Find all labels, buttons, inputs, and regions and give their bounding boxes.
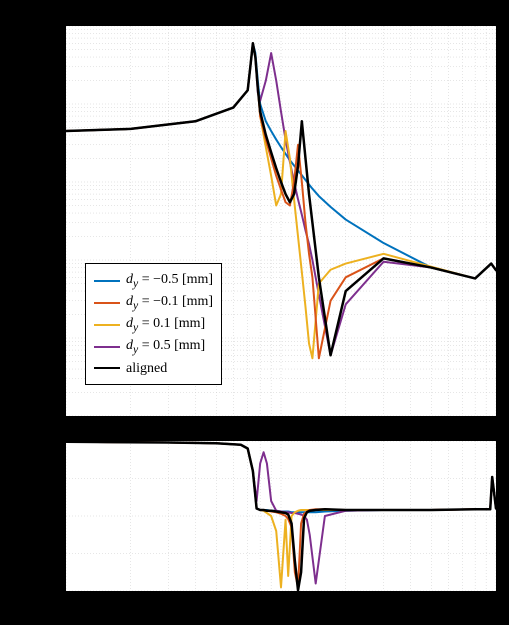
legend-item-m05: dy = −0.5 [mm]: [94, 270, 213, 292]
legend-item-ali: aligned: [94, 359, 213, 379]
legend-swatch: [94, 280, 120, 282]
legend-label: dy = 0.5 [mm]: [126, 336, 205, 358]
phase-plot-svg: [66, 441, 496, 591]
legend-item-m01: dy = −0.1 [mm]: [94, 292, 213, 314]
legend-swatch: [94, 367, 120, 369]
series-m05: [66, 43, 496, 278]
legend-item-p01: dy = 0.1 [mm]: [94, 314, 213, 336]
legend-label: dy = 0.1 [mm]: [126, 314, 205, 336]
legend-item-p05: dy = 0.5 [mm]: [94, 336, 213, 358]
legend-label: aligned: [126, 359, 167, 379]
series-m01: [66, 442, 496, 588]
legend-label: dy = −0.5 [mm]: [126, 270, 213, 292]
legend-swatch: [94, 302, 120, 304]
legend-swatch: [94, 346, 120, 348]
legend-label: dy = −0.1 [mm]: [126, 292, 213, 314]
legend-swatch: [94, 324, 120, 326]
legend: dy = −0.5 [mm]dy = −0.1 [mm]dy = 0.1 [mm…: [85, 263, 222, 385]
phase-plot: [65, 440, 497, 592]
